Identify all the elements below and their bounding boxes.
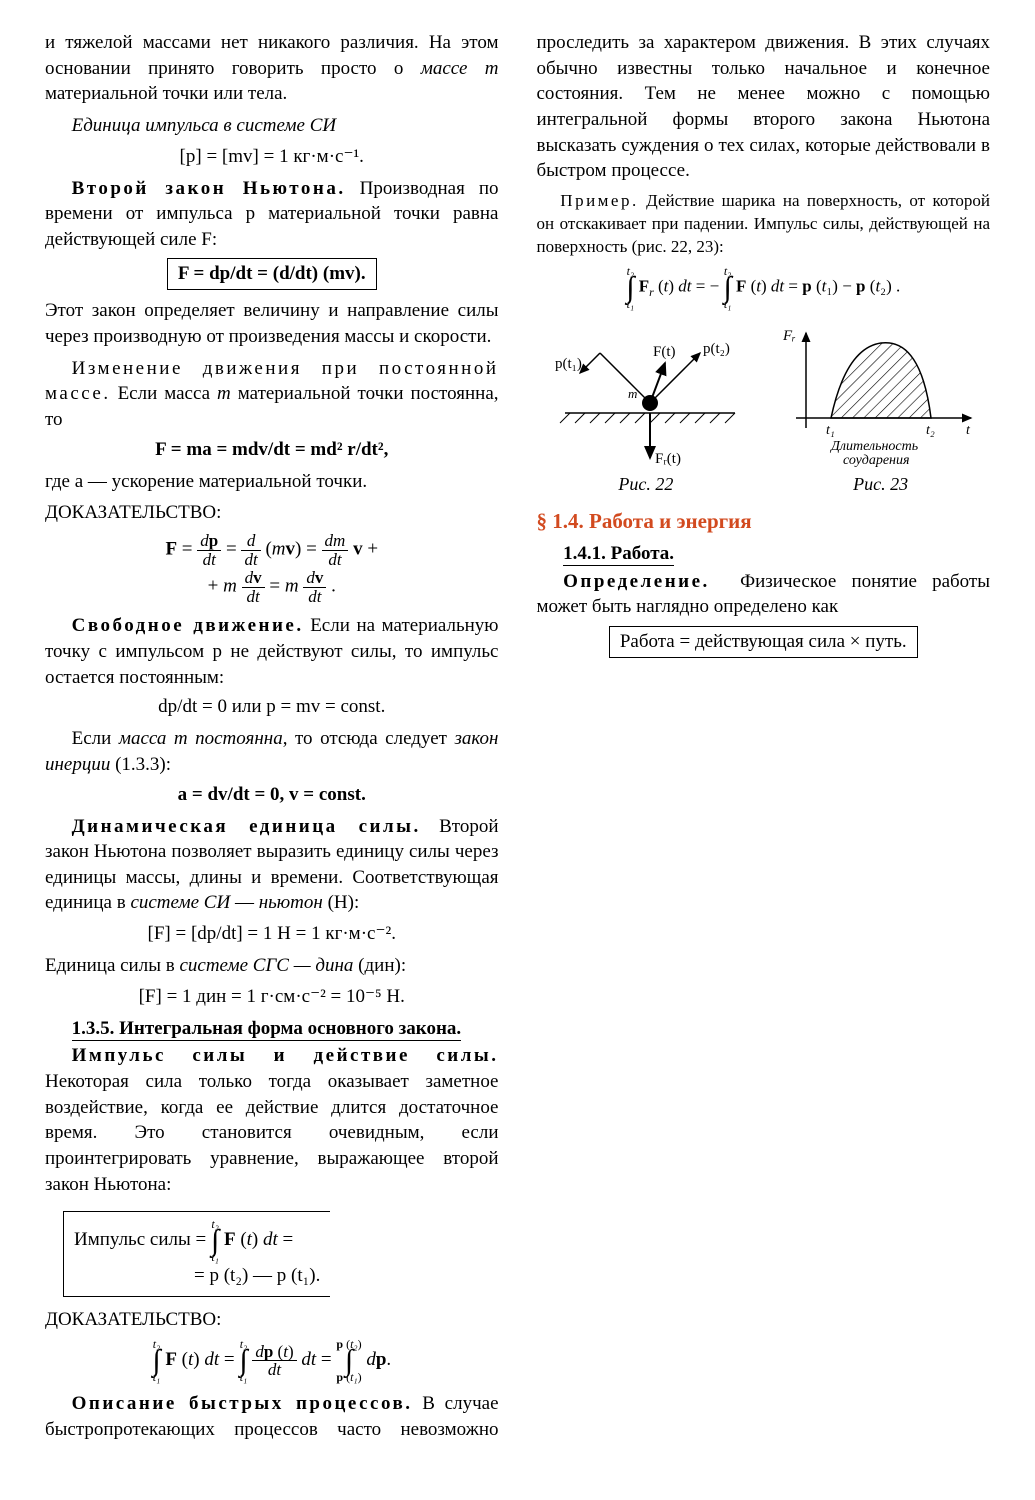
unit-caption: Единица импульса в системе СИ bbox=[45, 113, 499, 139]
para: Свободное движение. Если на материальную… bbox=[45, 613, 499, 690]
example-label: Пример. bbox=[560, 191, 638, 210]
text: (Н): bbox=[323, 892, 359, 913]
svg-text:F(t): F(t) bbox=[653, 344, 676, 360]
subheading-text: 1.3.5. Интегральная форма основного зако… bbox=[72, 1018, 462, 1041]
heading-inline: Определение. bbox=[563, 571, 710, 592]
fig23-caption: Рис. 23 bbox=[853, 474, 908, 495]
subheading-141: 1.4.1. Работа. bbox=[537, 541, 991, 567]
text: , то отсюда следует bbox=[283, 728, 455, 749]
formula-fma: F = ma = mdv/dt = md² r/dt², bbox=[45, 439, 499, 461]
text-italic: массе m bbox=[421, 58, 499, 79]
para: Если масса m постоянна, то отсюда следуе… bbox=[45, 726, 499, 777]
example: Пример. Действие шарика на поверхность, … bbox=[537, 190, 991, 259]
boxed-formula: Работа = действующая сила × путь. bbox=[609, 626, 918, 658]
formula-free1: dp/dt = 0 или p = mv = const. bbox=[45, 696, 499, 718]
formula-free2: a = dv/dt = 0, v = const. bbox=[45, 784, 499, 806]
text: Если масса bbox=[118, 383, 217, 404]
svg-text:соударения: соударения bbox=[843, 453, 910, 468]
svg-text:m: m bbox=[628, 386, 637, 401]
text: (1.3.3): bbox=[110, 754, 171, 775]
formula-newton2: F = dp/dt = (d/dt) (mv). bbox=[45, 258, 499, 290]
formula-unitN: [F] = [dp/dt] = 1 Н = 1 кг·м·с⁻². bbox=[45, 922, 499, 945]
svg-text:t₂: t₂ bbox=[926, 423, 935, 438]
para: Определение. Физическое понятие работы м… bbox=[537, 569, 991, 620]
text: Некоторая сила только тогда оказывает за… bbox=[45, 1071, 499, 1195]
text-italic: m bbox=[217, 383, 231, 404]
text: — bbox=[230, 892, 259, 913]
figure-23: t₁ t₂ t Fᵣ Длительность соударения bbox=[771, 318, 981, 468]
proof-label: ДОКАЗАТЕЛЬСТВО: bbox=[45, 500, 499, 526]
heading-inline: Описание быстрых процессов. bbox=[72, 1393, 413, 1414]
text: Если bbox=[72, 728, 119, 749]
impulse-result: = p (t₂) — p (t₁). bbox=[194, 1265, 320, 1286]
formula-example: t₂∫t₁ Fr (t) dt = − t₂∫t₁ F (t) dt = p (… bbox=[537, 265, 991, 310]
svg-text:p(t₂): p(t₂) bbox=[703, 341, 730, 357]
heading-inline: Динамическая единица силы. bbox=[72, 816, 421, 837]
para: Динамическая единица силы. Второй закон … bbox=[45, 814, 499, 917]
fig22-caption: Рис. 22 bbox=[618, 474, 673, 495]
text: материальной точки постоянна, то bbox=[45, 383, 499, 430]
text: материальной точки или тела. bbox=[45, 83, 287, 104]
text-italic: системе СИ bbox=[130, 892, 230, 913]
figure-22: p(t₁) p(t₂) F(t) m Fᵣ(t) bbox=[545, 318, 755, 468]
formula-proof2: t₂∫t₁ F (t) dt = t₂∫t₁ dp (t)dt dt = p (… bbox=[45, 1338, 499, 1383]
formula-unit-p: [p] = [mv] = 1 кг·м·с⁻¹. bbox=[45, 145, 499, 168]
text: (дин): bbox=[353, 955, 406, 976]
svg-text:Fᵣ: Fᵣ bbox=[782, 328, 796, 344]
para: Изменение движения при постоянной массе.… bbox=[45, 356, 499, 433]
text-italic: системе СГС — дина bbox=[179, 955, 353, 976]
para: Этот закон определяет величину и направл… bbox=[45, 298, 499, 349]
svg-text:Длительность: Длительность bbox=[829, 439, 918, 454]
figures: p(t₁) p(t₂) F(t) m Fᵣ(t) bbox=[537, 318, 991, 495]
text: Единица силы в bbox=[45, 955, 179, 976]
text-italic: ньютон bbox=[259, 892, 323, 913]
svg-text:t₁: t₁ bbox=[826, 423, 835, 438]
text-italic: масса m постоянна bbox=[119, 728, 283, 749]
proof-label: ДОКАЗАТЕЛЬСТВО: bbox=[45, 1307, 499, 1333]
svg-text:p(t₁): p(t₁) bbox=[555, 356, 582, 372]
heading-inline: Свободное движение. bbox=[72, 615, 304, 636]
para: и тяжелой массами нет никакого различия.… bbox=[45, 30, 499, 107]
heading-inline: Импульс силы и действие силы. bbox=[72, 1045, 499, 1066]
para: Импульс силы и действие силы. Некоторая … bbox=[45, 1043, 499, 1197]
subheading-text: 1.4.1. Работа. bbox=[563, 543, 674, 566]
heading-inline: Второй закон Ньютона. bbox=[72, 178, 346, 199]
impulse-label: Импульс силы bbox=[74, 1229, 191, 1250]
impulse-box: Импульс силы = t₂∫t₁ F (t) dt = = p (t₂)… bbox=[63, 1211, 330, 1297]
work-box: Работа = действующая сила × путь. bbox=[537, 626, 991, 658]
formula-unitD: [F] = 1 дин = 1 г·см·с⁻² = 10⁻⁵ Н. bbox=[45, 985, 499, 1008]
section-1-4: § 1.4. Работа и энергия bbox=[537, 507, 991, 535]
para: где a — ускорение материальной точки. bbox=[45, 469, 499, 495]
para: Второй закон Ньютона. Производная по вре… bbox=[45, 176, 499, 253]
para: Единица силы в системе СГС — дина (дин): bbox=[45, 953, 499, 979]
subheading-135: 1.3.5. Интегральная форма основного зако… bbox=[45, 1016, 499, 1042]
svg-text:Fᵣ(t): Fᵣ(t) bbox=[655, 451, 681, 467]
svg-text:t: t bbox=[966, 423, 971, 438]
formula-proof1: F = dpdt = ddt (mv) = dmdt v + + m dvdt … bbox=[45, 532, 499, 605]
boxed-formula: F = dp/dt = (d/dt) (mv). bbox=[167, 258, 377, 290]
